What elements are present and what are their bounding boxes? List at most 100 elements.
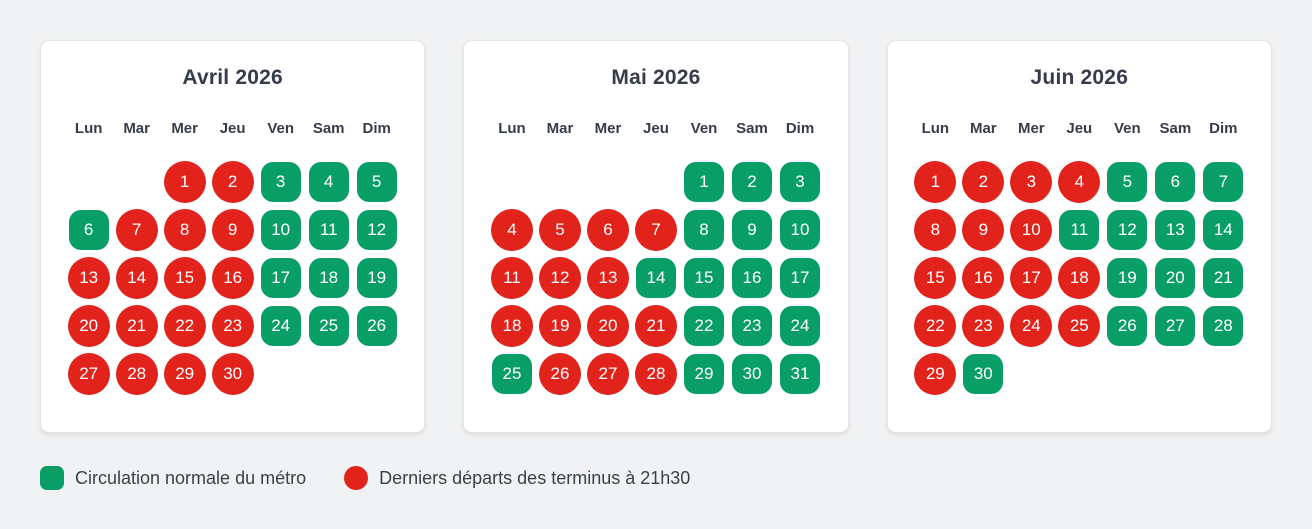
day-13: 13 — [586, 257, 629, 299]
day-2: 2 — [962, 161, 1005, 203]
day-16: 16 — [731, 258, 772, 298]
day-3: 3 — [1010, 161, 1053, 203]
days-grid: 1 2 3 4 5 6 7 8 9 10 11 12 13 14 15 16 17 18 19 20 21 22 23 24 2… — [464, 162, 847, 395]
day-31: 31 — [779, 354, 820, 394]
empty-cell — [117, 162, 157, 202]
weekday-label-sam: Sam — [312, 120, 345, 137]
day-16: 16 — [211, 257, 254, 299]
day-24: 24 — [779, 306, 820, 346]
day-20: 20 — [67, 305, 110, 347]
day-18: 18 — [308, 258, 349, 298]
day-26: 26 — [538, 353, 581, 395]
day-14: 14 — [115, 257, 158, 299]
day-16: 16 — [962, 257, 1005, 299]
day-29: 29 — [163, 353, 206, 395]
day-10: 10 — [1010, 209, 1053, 251]
legend: Circulation normale du métro Derniers dép… — [0, 466, 1312, 490]
day-18: 18 — [1058, 257, 1101, 299]
day-25: 25 — [1058, 305, 1101, 347]
month-title: Juin 2026 — [1030, 66, 1129, 89]
weekday-label-mer: Mer — [171, 120, 198, 137]
weekday-label-lun: Lun — [74, 120, 103, 137]
calendar-card-avril-2026: Avril 2026 Lun Mar Mer Jeu Ven Sam Dim 1 2 3 4 5 6 7 8 9… — [40, 40, 426, 433]
green-square-icon — [40, 466, 64, 490]
day-8: 8 — [163, 209, 206, 251]
weekday-header-row: Lun Mar Mer Jeu Ven Sam Dim — [888, 119, 1271, 139]
empty-cell — [492, 162, 532, 202]
day-7: 7 — [1203, 162, 1244, 202]
day-9: 9 — [962, 209, 1005, 251]
day-30: 30 — [963, 354, 1004, 394]
days-grid: 1 2 3 4 5 6 7 8 9 10 11 12 13 14 15 16 17 18 19 20 21 22 23 24 2… — [41, 161, 424, 395]
day-19: 19 — [538, 305, 581, 347]
day-13: 13 — [1155, 210, 1196, 250]
day-5: 5 — [356, 162, 397, 202]
day-28: 28 — [1203, 306, 1244, 346]
day-24: 24 — [1010, 305, 1053, 347]
day-8: 8 — [914, 209, 957, 251]
weekday-label-lun: Lun — [498, 120, 526, 137]
day-27: 27 — [67, 353, 110, 395]
month-title: Mai 2026 — [611, 66, 701, 89]
weekday-header-row: Lun Mar Mer Jeu Ven Sam Dim — [41, 119, 424, 139]
day-25: 25 — [491, 354, 532, 394]
day-11: 11 — [308, 210, 349, 250]
day-26: 26 — [1107, 306, 1148, 346]
day-27: 27 — [1155, 306, 1196, 346]
day-5: 5 — [1107, 162, 1148, 202]
day-17: 17 — [1010, 257, 1053, 299]
day-6: 6 — [586, 209, 629, 251]
day-13: 13 — [67, 257, 110, 299]
weekday-label-mer: Mer — [1017, 120, 1045, 137]
day-18: 18 — [490, 305, 533, 347]
weekday-label-ven: Ven — [267, 120, 294, 137]
legend-label-normal: Circulation normale du métro — [75, 467, 307, 488]
day-29: 29 — [683, 354, 724, 394]
empty-cell — [636, 162, 676, 202]
month-title: Avril 2026 — [182, 66, 283, 89]
red-circle-icon — [344, 466, 369, 490]
day-6: 6 — [68, 210, 109, 250]
day-9: 9 — [211, 209, 254, 251]
day-9: 9 — [731, 210, 772, 250]
day-6: 6 — [1155, 162, 1196, 202]
day-15: 15 — [683, 258, 724, 298]
weekday-label-dim: Dim — [362, 120, 391, 137]
day-29: 29 — [914, 353, 957, 395]
day-2: 2 — [731, 162, 772, 202]
day-23: 23 — [731, 306, 772, 346]
day-21: 21 — [634, 305, 677, 347]
weekday-label-lun: Lun — [921, 120, 950, 137]
day-11: 11 — [490, 257, 533, 299]
day-20: 20 — [1155, 258, 1196, 298]
weekday-label-jeu: Jeu — [643, 120, 669, 137]
day-17: 17 — [779, 258, 820, 298]
weekday-label-mar: Mar — [546, 120, 574, 137]
day-23: 23 — [211, 305, 254, 347]
day-12: 12 — [538, 257, 581, 299]
day-3: 3 — [779, 162, 820, 202]
day-12: 12 — [356, 210, 397, 250]
empty-cell — [540, 162, 580, 202]
legend-item-normal: Circulation normale du métro — [40, 466, 306, 490]
days-grid: 1 2 3 4 5 6 7 8 9 10 11 12 13 14 15 16 17 18 19 20 21 22 23 24 2… — [888, 161, 1271, 395]
day-17: 17 — [260, 258, 301, 298]
weekday-label-jeu: Jeu — [219, 120, 246, 137]
weekday-label-dim: Dim — [785, 120, 815, 137]
day-11: 11 — [1059, 210, 1100, 250]
day-22: 22 — [163, 305, 206, 347]
day-19: 19 — [1107, 258, 1148, 298]
weekday-label-mar: Mar — [969, 120, 997, 137]
metro-schedule-calendar: Avril 2026 Lun Mar Mer Jeu Ven Sam Dim 1 2 3 4 5 6 7 8 9… — [0, 40, 1312, 490]
day-8: 8 — [683, 210, 724, 250]
calendars-row: Avril 2026 Lun Mar Mer Jeu Ven Sam Dim 1 2 3 4 5 6 7 8 9… — [40, 40, 1272, 433]
day-10: 10 — [260, 210, 301, 250]
day-1: 1 — [163, 161, 206, 203]
weekday-label-mer: Mer — [594, 120, 622, 137]
calendar-card-mai-2026: Mai 2026 Lun Mar Mer Jeu Ven Sam Dim 1 2 3 4 5 6 7 8 9 10… — [463, 40, 849, 433]
day-1: 1 — [683, 162, 724, 202]
day-7: 7 — [115, 209, 158, 251]
day-22: 22 — [683, 306, 724, 346]
day-14: 14 — [635, 258, 676, 298]
calendar-card-juin-2026: Juin 2026 Lun Mar Mer Jeu Ven Sam Dim 1 2 3 4 5 6 7 8 9 1… — [886, 40, 1272, 433]
